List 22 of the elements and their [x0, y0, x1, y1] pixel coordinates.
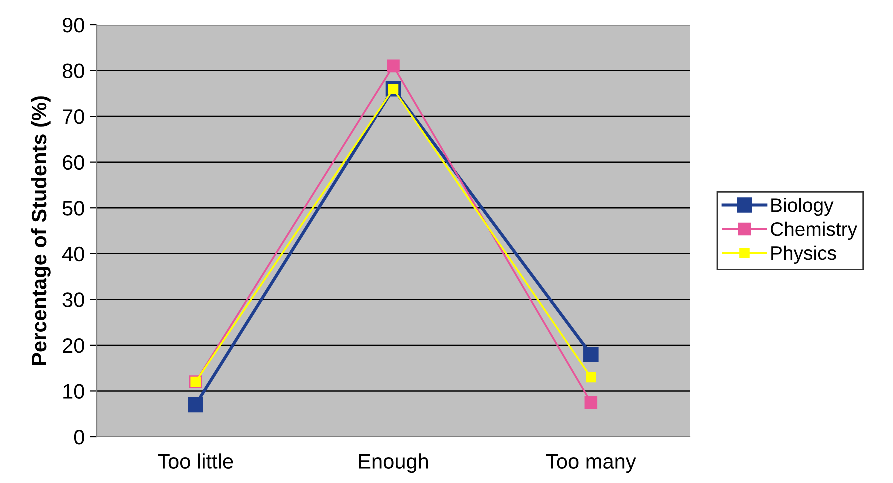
y-tick-label: 40: [62, 246, 84, 262]
point: [188, 397, 204, 413]
point: [387, 60, 400, 73]
y-tick-label: 50: [62, 201, 84, 216]
y-tick-label: 10: [64, 384, 84, 399]
y-tick-label: 80: [62, 64, 84, 79]
x-tick-label: Too little: [158, 454, 234, 469]
legend-label: Physics: [772, 246, 836, 264]
point: [584, 396, 598, 410]
legend-label: Biology: [772, 198, 834, 216]
point: [584, 346, 599, 362]
y-tick-label: 30: [62, 292, 84, 308]
y-tick-label: 70: [63, 110, 84, 124]
y-tick-label: 60: [63, 155, 84, 170]
y-axis-title: Percentage of Students (%): [31, 96, 51, 366]
y-tick-label: 90: [63, 18, 84, 33]
y-tick-label: 20: [63, 338, 84, 354]
y-tick-label: 0: [74, 430, 84, 445]
point: [586, 372, 596, 383]
legend-label: Chemistry: [771, 222, 858, 240]
x-tick-label: Too many: [546, 454, 636, 474]
x-tick-label: Enough: [359, 454, 428, 474]
